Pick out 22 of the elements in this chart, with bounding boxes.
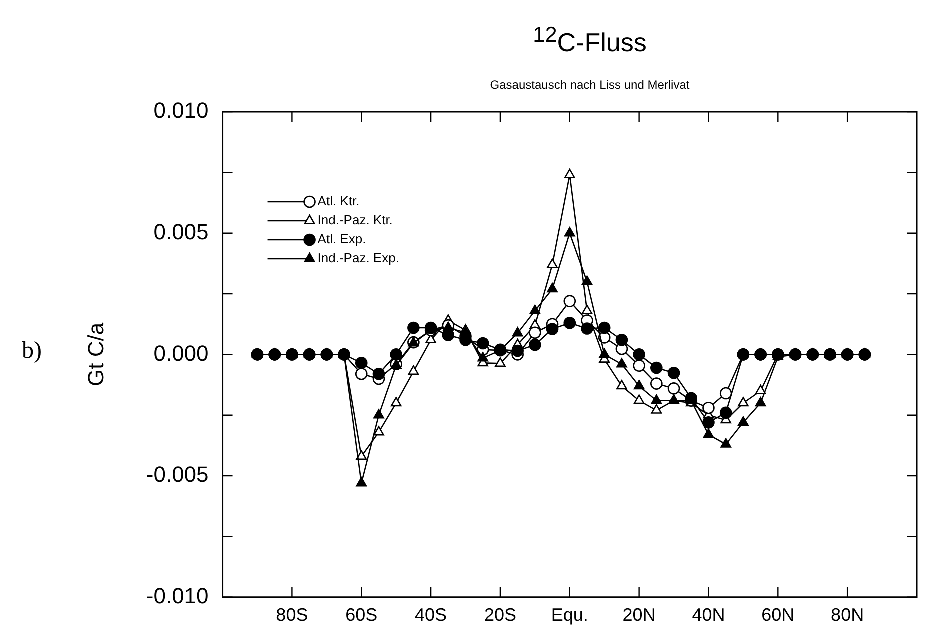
x-tick-label: 20N (622, 605, 656, 626)
x-tick-label: 60N (762, 605, 795, 626)
x-tick-label: 20S (484, 605, 516, 626)
y-tick-label: -0.010 (146, 583, 209, 608)
text: b) (22, 338, 42, 365)
legend-label: Atl. Ktr. (318, 194, 360, 209)
chart-subtitle: Gasaustausch nach Liss und Merlivat (489, 78, 691, 92)
x-tick-label: 40N (692, 605, 726, 626)
y-tick-label: 0.005 (154, 219, 209, 244)
y-tick-label: -0.005 (146, 462, 209, 488)
x-tick-label: 60S (346, 605, 378, 626)
legend-label: Atl. Exp. (318, 232, 366, 247)
y-tick-label: 0.010 (154, 98, 209, 124)
x-tick-label: 80S (276, 605, 308, 626)
x-tick-label: 40S (415, 605, 448, 626)
y-axis-title: Gt C/a (83, 322, 108, 386)
chart-title: $^{12}$C-Fluss (532, 22, 648, 59)
x-tick-label: 80N (831, 605, 864, 626)
legend-label: Ind.-Paz. Exp. (318, 250, 400, 266)
y-tick-label: 0.000 (154, 340, 209, 366)
legend-label: Ind.-Paz. Ktr. (318, 212, 393, 228)
x-tick-label: Equ. (551, 605, 588, 626)
